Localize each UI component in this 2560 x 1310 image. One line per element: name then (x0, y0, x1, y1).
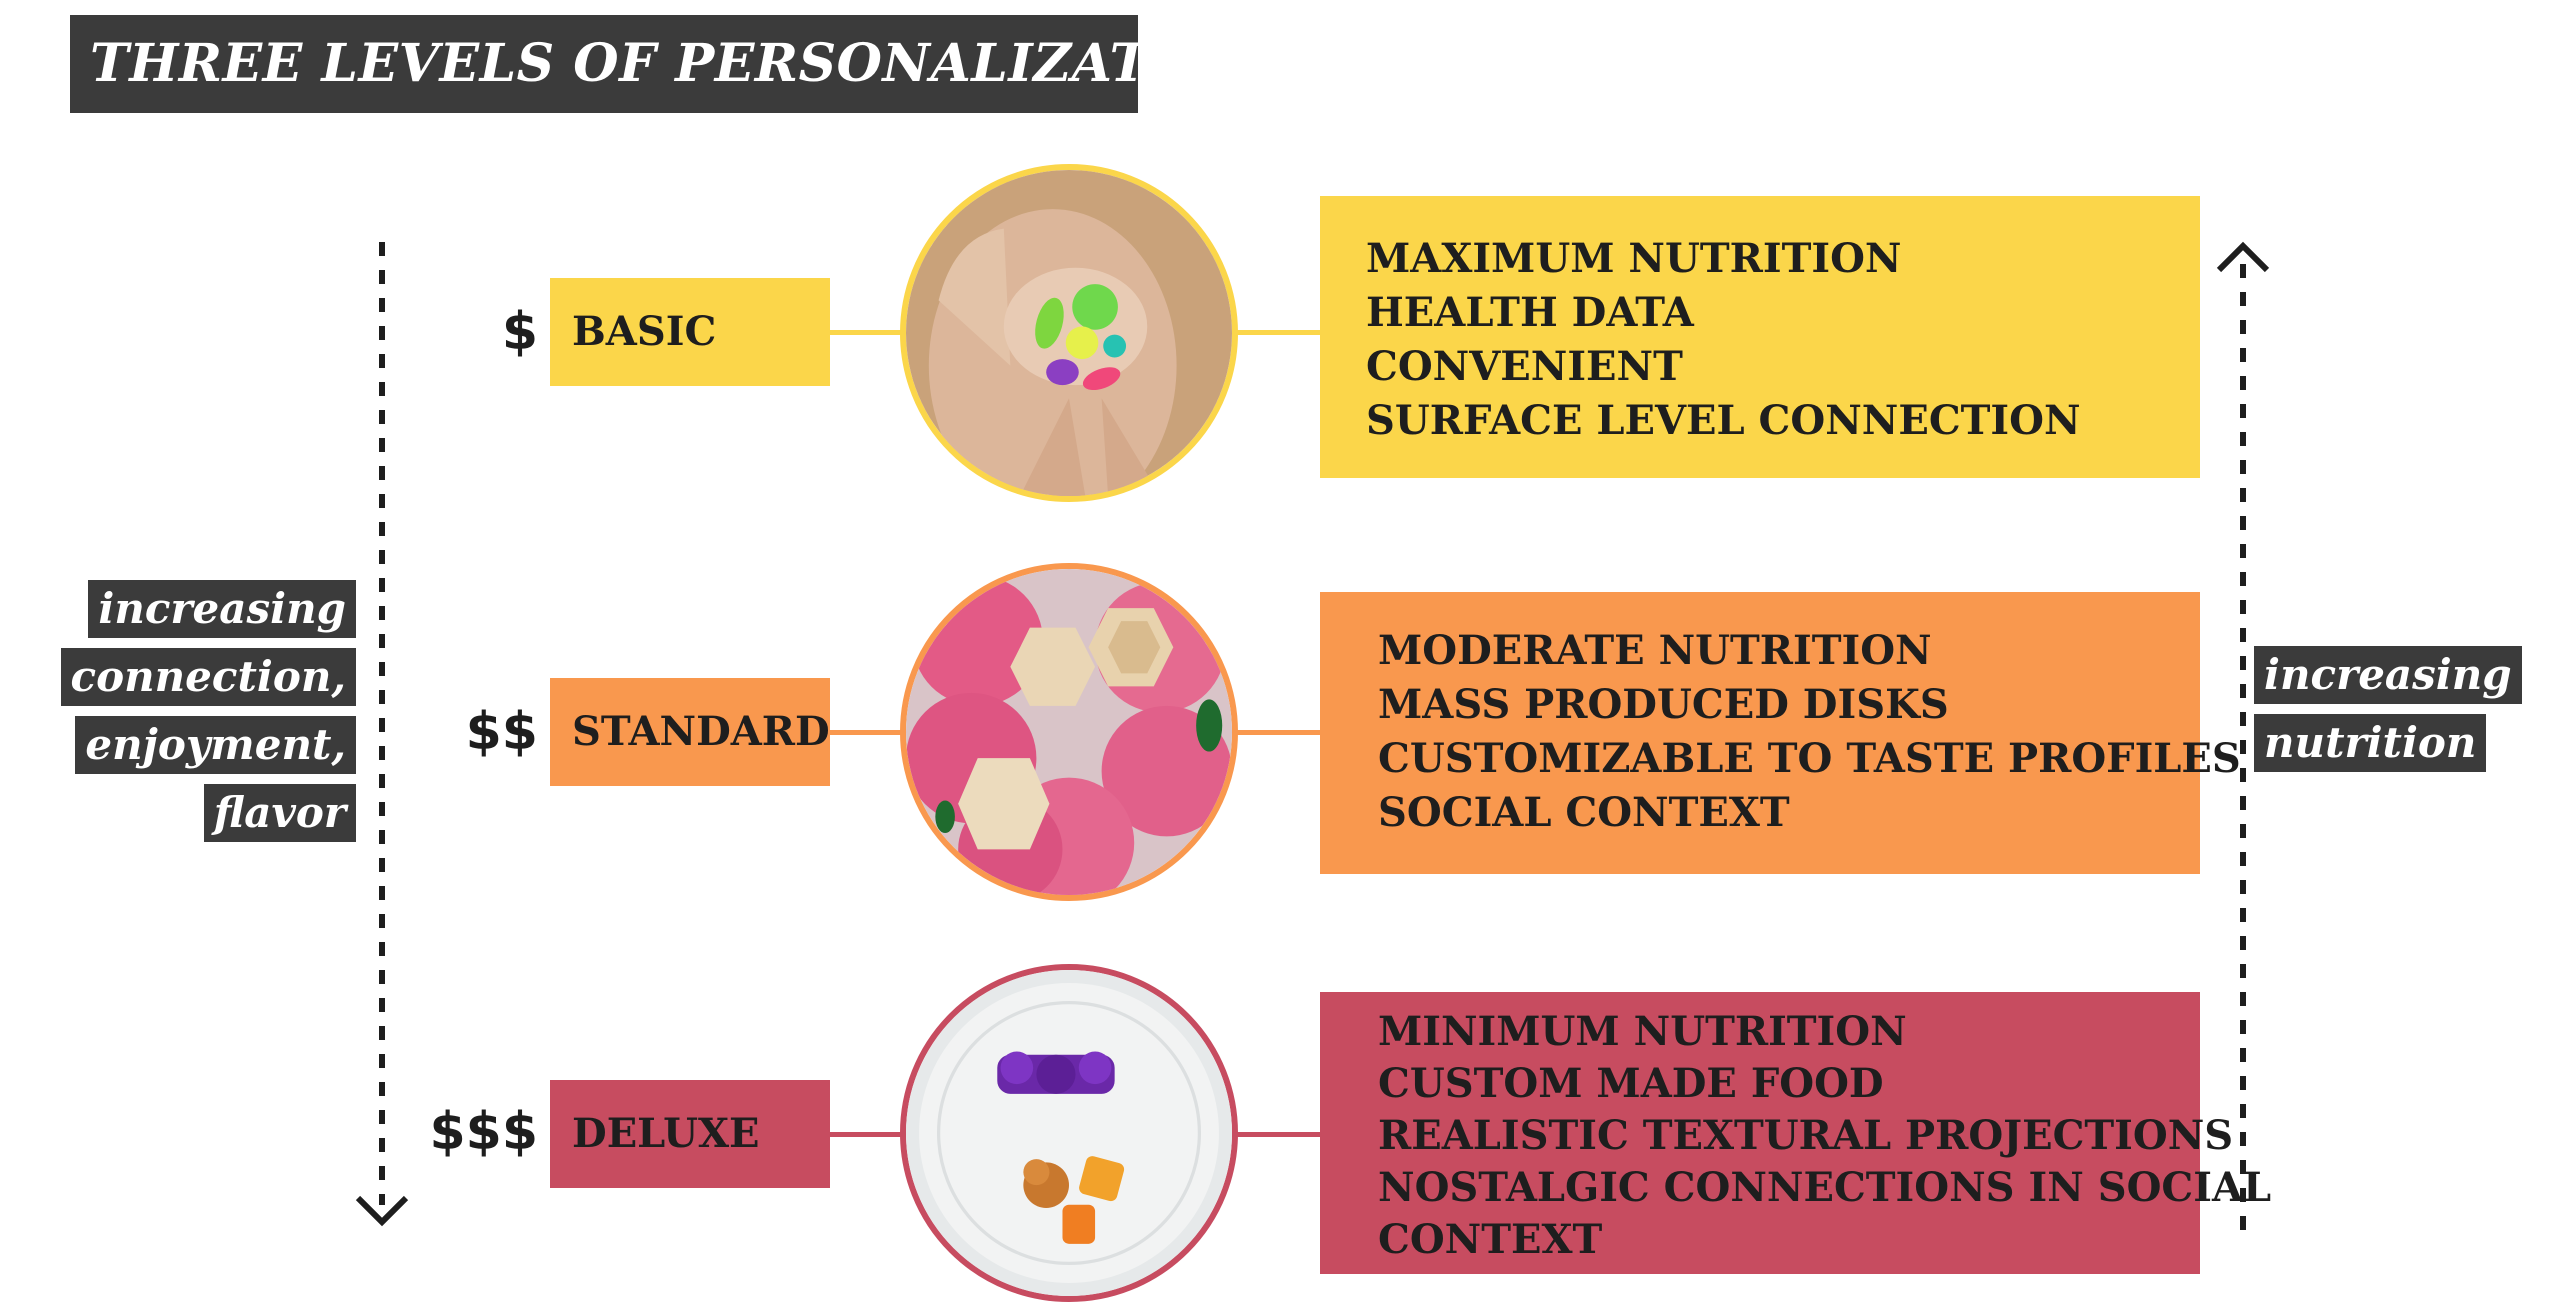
description-line: MINIMUM NUTRITION (1378, 1008, 1907, 1055)
level-label-basic: BASIC (550, 278, 830, 386)
connector-standard-left (830, 730, 902, 735)
connector-standard-right (1236, 730, 1322, 735)
connector-basic-right (1236, 330, 1322, 335)
description-line: NOSTALGIC CONNECTIONS IN SOCIAL (1378, 1164, 2272, 1211)
description-line: MODERATE NUTRITION (1378, 627, 1932, 674)
price-basic: $ (501, 302, 538, 362)
right-axis-label: increasing nutrition (2254, 646, 2522, 782)
description-standard: MODERATE NUTRITION MASS PRODUCED DISKS C… (1320, 592, 2241, 874)
description-line: HEALTH DATA (1366, 289, 1694, 336)
left-tag-line: connection, (60, 648, 356, 706)
description-basic: MAXIMUM NUTRITION HEALTH DATA CONVENIENT… (1320, 196, 2200, 478)
page-title: THREE LEVELS OF PERSONALIZATION (70, 15, 1267, 113)
price-standard: $$ (465, 702, 538, 762)
description-line: SOCIAL CONTEXT (1378, 789, 1790, 836)
down-arrow-head (355, 1195, 409, 1227)
pink-disks-photo (900, 563, 1238, 901)
plated-food-photo (900, 964, 1238, 1302)
pills-in-hand-photo (900, 164, 1238, 502)
connector-deluxe-right (1236, 1132, 1322, 1137)
up-arrow-head (2216, 241, 2270, 273)
description-line: CUSTOM MADE FOOD (1378, 1060, 1884, 1107)
description-deluxe: MINIMUM NUTRITION CUSTOM MADE FOOD REALI… (1320, 992, 2272, 1274)
left-tag-line: increasing (88, 580, 356, 638)
left-tag-line: enjoyment, (75, 716, 356, 774)
description-line: CUSTOMIZABLE TO TASTE PROFILES (1378, 735, 2241, 782)
description-line: MAXIMUM NUTRITION (1366, 235, 1902, 282)
left-axis-label: increasing connection, enjoyment, flavor (60, 580, 356, 852)
left-tag-line: flavor (203, 784, 356, 842)
connector-basic-left (830, 330, 902, 335)
right-tag-line: increasing (2254, 646, 2522, 704)
description-line: REALISTIC TEXTURAL PROJECTIONS (1378, 1112, 2234, 1159)
right-tag-line: nutrition (2254, 714, 2487, 772)
description-line: CONTEXT (1378, 1216, 1603, 1263)
description-line: SURFACE LEVEL CONNECTION (1366, 397, 2081, 444)
description-line: MASS PRODUCED DISKS (1378, 681, 1949, 728)
price-deluxe: $$$ (429, 1102, 538, 1162)
level-label-deluxe: DELUXE (550, 1080, 830, 1188)
connector-deluxe-left (830, 1132, 902, 1137)
level-label-standard: STANDARD (550, 678, 830, 786)
description-line: CONVENIENT (1366, 343, 1683, 390)
